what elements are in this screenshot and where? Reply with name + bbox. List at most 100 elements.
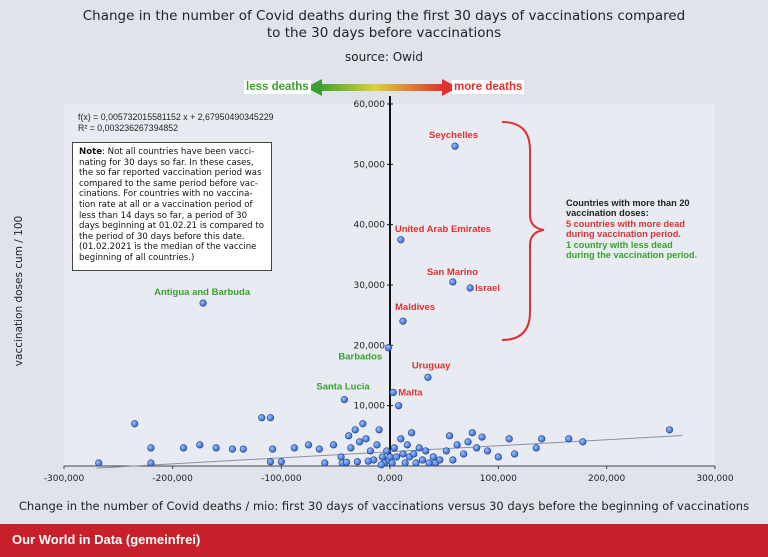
data-point (290, 444, 298, 452)
data-point (373, 441, 381, 449)
data-point (347, 444, 355, 452)
data-point (239, 445, 247, 453)
data-point (468, 429, 476, 437)
y-tick-label: 30,000 (354, 281, 386, 291)
y-axis-label: vaccination doses cum / 100 (13, 215, 25, 367)
labeled-point (424, 373, 432, 381)
data-point (342, 458, 351, 466)
labeled-point (451, 142, 459, 150)
labeled-point (389, 388, 397, 396)
data-point (359, 420, 367, 428)
callout-line-4: during vaccination period. (566, 229, 681, 240)
data-point (478, 433, 486, 441)
data-point (665, 426, 674, 434)
formula-line-1: f(x) = 0,005732015581152 x + 2,679504903… (78, 112, 274, 122)
point-label: Maldives (395, 302, 435, 313)
labeled-point (466, 284, 474, 292)
data-point (228, 445, 237, 453)
labeled-point (384, 344, 392, 352)
data-point (212, 444, 220, 452)
x-tick-label: 200,000 (588, 474, 625, 484)
data-point (366, 447, 375, 455)
data-point (418, 456, 427, 464)
data-point (410, 450, 418, 458)
point-label: Barbados (338, 352, 382, 363)
x-axis-label: Change in the number of Covid deaths / m… (18, 499, 750, 513)
note-title: Note (79, 147, 103, 157)
less-deaths-label: less deaths (244, 80, 311, 94)
arrow-left-head (306, 79, 322, 96)
data-point (483, 447, 492, 455)
footer-text: Our World in Data (gemeinfrei) (12, 532, 201, 547)
arrow-bar (318, 84, 444, 91)
labeled-point (449, 278, 457, 286)
y-tick-label: 60,000 (354, 100, 386, 110)
data-point (321, 459, 329, 467)
data-point (403, 441, 411, 449)
point-label: Seychelles (429, 130, 478, 141)
x-tick-label: 0,000 (377, 474, 403, 484)
regression-formula: f(x) = 0,005732015581152 x + 2,679504903… (78, 112, 274, 134)
data-point (362, 435, 370, 443)
point-label: Antigua and Barbuda (154, 287, 251, 298)
data-point (377, 461, 385, 469)
y-tick-label: 40,000 (354, 221, 386, 231)
data-point (532, 444, 540, 452)
data-point (378, 453, 386, 461)
data-point (412, 459, 420, 467)
point-label: Israel (475, 283, 500, 294)
data-point (351, 426, 359, 434)
data-point (266, 414, 275, 422)
x-tick-label: -300,000 (44, 474, 85, 484)
x-tick-label: 300,000 (696, 474, 733, 484)
footer-bar: Our World in Data (gemeinfrei) (0, 524, 768, 557)
arrow-right-head (442, 79, 458, 96)
x-tick-label: -200,000 (152, 474, 193, 484)
data-point (408, 429, 416, 437)
data-point (436, 456, 444, 464)
labeled-point (399, 317, 407, 325)
point-label: Malta (398, 387, 423, 398)
data-point (196, 441, 204, 449)
data-point (399, 450, 407, 458)
data-point (388, 459, 396, 467)
data-point (375, 426, 383, 434)
labeled-point (397, 236, 405, 244)
data-point (510, 450, 519, 458)
callout-line-1: Countries with more than 20 (566, 198, 690, 208)
data-point (453, 441, 461, 449)
source-label: source: Owid (345, 50, 423, 64)
data-point (304, 441, 313, 449)
data-point (392, 453, 401, 461)
data-point (315, 445, 323, 453)
point-label: United Arab Emirates (395, 224, 491, 235)
point-label: Santa Lucia (316, 382, 370, 393)
callout-line-3: 5 countries with more dead (566, 218, 685, 229)
y-tick-label: 20,000 (354, 341, 386, 351)
data-point (353, 458, 362, 466)
data-point (277, 458, 285, 466)
data-point (422, 447, 430, 455)
data-point (383, 447, 391, 455)
data-point (147, 459, 155, 467)
bracket (501, 121, 545, 341)
data-point (445, 432, 454, 440)
data-point (397, 435, 405, 443)
data-point (179, 444, 188, 452)
x-tick-label: -100,000 (261, 474, 302, 484)
point-label: Uruguay (412, 360, 451, 371)
data-point (329, 441, 338, 449)
data-point (460, 450, 468, 458)
callout-line-2: vaccination doses: (566, 208, 649, 219)
data-point (429, 453, 437, 461)
data-point (395, 402, 403, 410)
data-point (345, 432, 353, 440)
data-point (425, 459, 433, 467)
more-deaths-label: more deaths (452, 80, 525, 94)
data-point (364, 457, 372, 465)
data-point (505, 435, 513, 443)
data-point (266, 458, 275, 466)
point-label: San Marino (427, 267, 478, 278)
labeled-point (199, 299, 207, 307)
